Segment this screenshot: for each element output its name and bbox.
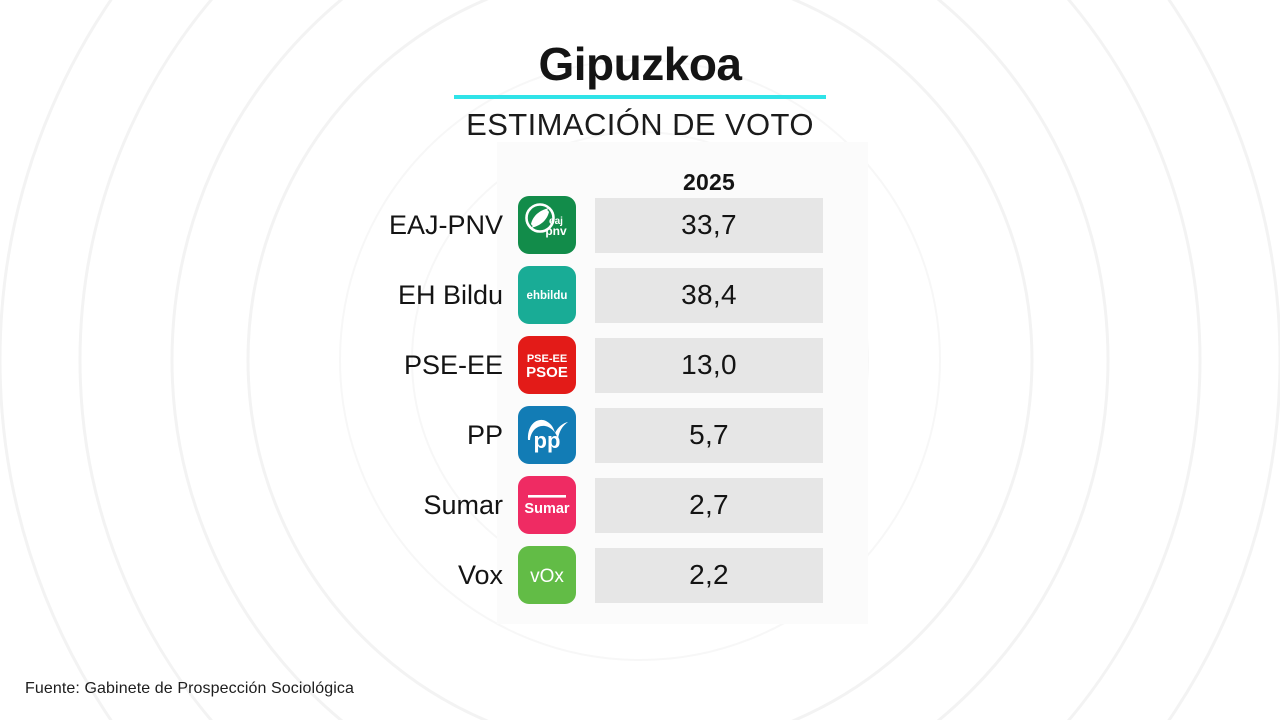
eaj-pnv-logo: eaj pnv <box>518 196 576 254</box>
header-block: Gipuzkoa ESTIMACIÓN DE VOTO <box>0 36 1280 144</box>
party-label-pse-ee: PSE-EE <box>403 349 503 380</box>
value-eh-bildu: 38,4 <box>595 267 823 323</box>
logo-cell: vOx <box>518 546 595 604</box>
party-label-eh-bildu: EH Bildu <box>397 279 503 310</box>
value-sumar: 2,7 <box>595 477 823 533</box>
logo-cell: ehbildu <box>518 266 595 324</box>
party-label-eaj-pnv: EAJ-PNV <box>388 209 503 240</box>
table-row: Sumar Sumar 2,7 <box>330 476 850 534</box>
table-row: Vox vOx 2,2 <box>330 546 850 604</box>
psoe-wordmark-icon: PSOE <box>526 364 568 381</box>
svg-text:pnv: pnv <box>545 224 567 238</box>
overline-icon <box>528 495 566 498</box>
source-footer: Fuente: Gabinete de Prospección Sociológ… <box>25 680 354 697</box>
wordmark-icon: ehbildu <box>527 290 568 302</box>
eh-bildu-logo: ehbildu <box>518 266 576 324</box>
logo-cell: PSE-EE PSOE <box>518 336 595 394</box>
svg-text:Sumar: Sumar <box>524 501 569 517</box>
value-eaj-pnv: 33,7 <box>595 197 823 253</box>
table-header-row: 2025 <box>330 160 850 196</box>
title-underline-rule <box>454 95 826 99</box>
value-pse-ee: 13,0 <box>595 337 823 393</box>
table-row: PSE-EE PSE-EE PSOE 13,0 <box>330 336 850 394</box>
page-title: Gipuzkoa <box>538 38 742 90</box>
column-header-2025: 2025 <box>683 169 735 195</box>
pse-ee-psoe-logo: PSE-EE PSOE <box>518 336 576 394</box>
svg-text:pp: pp <box>534 428 561 453</box>
party-label-pp: PP <box>466 419 503 450</box>
table-row: EAJ-PNV eaj pnv 33,7 <box>330 196 850 254</box>
logo-cell: Sumar <box>518 476 595 534</box>
value-vox: 2,2 <box>595 547 823 603</box>
vote-estimation-table: 2025 EAJ-PNV eaj pnv 33 <box>330 160 850 616</box>
value-pp: 5,7 <box>595 407 823 463</box>
party-label-sumar: Sumar <box>423 489 503 520</box>
table-row: EH Bildu ehbildu 38,4 <box>330 266 850 324</box>
logo-cell: eaj pnv <box>518 196 595 254</box>
vox-logo: vOx <box>518 546 576 604</box>
table-row: PP pp 5,7 <box>330 406 850 464</box>
logo-cell: pp <box>518 406 595 464</box>
pp-logo: pp <box>518 406 576 464</box>
sumar-logo: Sumar <box>518 476 576 534</box>
wordmark-icon: vOx <box>530 566 564 587</box>
party-label-vox: Vox <box>457 559 503 590</box>
page-subtitle: ESTIMACIÓN DE VOTO <box>466 107 814 142</box>
